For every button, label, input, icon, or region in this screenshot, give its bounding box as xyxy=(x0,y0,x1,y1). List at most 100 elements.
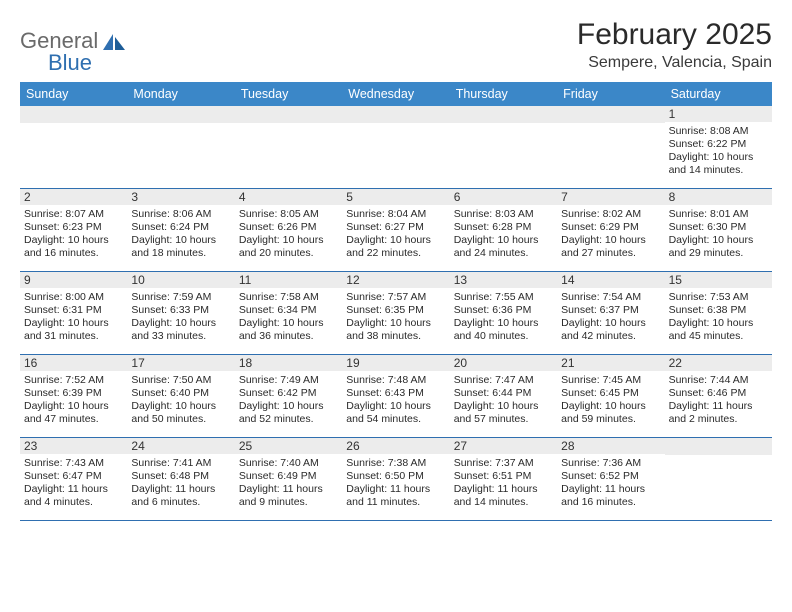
day-number-band: 19 xyxy=(342,355,449,371)
day-detail-line: Sunrise: 7:41 AM xyxy=(131,457,230,470)
day-detail-line: and 11 minutes. xyxy=(346,496,445,509)
day-number-band: 6 xyxy=(450,189,557,205)
day-number-band: 17 xyxy=(127,355,234,371)
day-detail-line: Daylight: 11 hours xyxy=(131,483,230,496)
day-detail-line: Sunrise: 7:37 AM xyxy=(454,457,553,470)
day-cell: 20Sunrise: 7:47 AMSunset: 6:44 PMDayligh… xyxy=(450,355,557,437)
day-cell xyxy=(127,106,234,188)
day-number-band: 1 xyxy=(665,106,772,122)
day-number: 13 xyxy=(454,273,553,287)
day-detail-line: and 57 minutes. xyxy=(454,413,553,426)
day-detail-line: Daylight: 10 hours xyxy=(24,400,123,413)
day-number: 25 xyxy=(239,439,338,453)
day-cell: 7Sunrise: 8:02 AMSunset: 6:29 PMDaylight… xyxy=(557,189,664,271)
day-number-band: 28 xyxy=(557,438,664,454)
day-number-band: 4 xyxy=(235,189,342,205)
day-number: 3 xyxy=(131,190,230,204)
day-number-band: 15 xyxy=(665,272,772,288)
day-number-band: 10 xyxy=(127,272,234,288)
day-detail-line: Sunrise: 7:47 AM xyxy=(454,374,553,387)
day-detail-line: and 4 minutes. xyxy=(24,496,123,509)
day-detail-line: Sunset: 6:24 PM xyxy=(131,221,230,234)
day-number-band: 13 xyxy=(450,272,557,288)
brand-sail-icon xyxy=(101,32,127,52)
day-detail-line: Daylight: 11 hours xyxy=(454,483,553,496)
day-detail-line: Daylight: 10 hours xyxy=(561,234,660,247)
day-cell: 15Sunrise: 7:53 AMSunset: 6:38 PMDayligh… xyxy=(665,272,772,354)
empty-day-band xyxy=(235,106,342,123)
day-detail-line: Sunset: 6:28 PM xyxy=(454,221,553,234)
day-number-band: 5 xyxy=(342,189,449,205)
day-detail-line: and 16 minutes. xyxy=(561,496,660,509)
day-number-band: 22 xyxy=(665,355,772,371)
day-cell: 17Sunrise: 7:50 AMSunset: 6:40 PMDayligh… xyxy=(127,355,234,437)
day-number: 2 xyxy=(24,190,123,204)
day-cell: 21Sunrise: 7:45 AMSunset: 6:45 PMDayligh… xyxy=(557,355,664,437)
day-header-cell: Monday xyxy=(127,82,234,106)
day-number: 28 xyxy=(561,439,660,453)
day-detail-line: Sunrise: 8:05 AM xyxy=(239,208,338,221)
day-number: 22 xyxy=(669,356,768,370)
day-number: 4 xyxy=(239,190,338,204)
day-cell: 9Sunrise: 8:00 AMSunset: 6:31 PMDaylight… xyxy=(20,272,127,354)
day-cell: 4Sunrise: 8:05 AMSunset: 6:26 PMDaylight… xyxy=(235,189,342,271)
day-detail-line: Sunset: 6:31 PM xyxy=(24,304,123,317)
day-cell: 12Sunrise: 7:57 AMSunset: 6:35 PMDayligh… xyxy=(342,272,449,354)
day-number: 9 xyxy=(24,273,123,287)
day-number-band: 18 xyxy=(235,355,342,371)
day-detail-line: Sunrise: 7:57 AM xyxy=(346,291,445,304)
day-number-band: 9 xyxy=(20,272,127,288)
day-detail-line: Daylight: 11 hours xyxy=(239,483,338,496)
day-detail-line: Daylight: 10 hours xyxy=(131,234,230,247)
day-detail-line: Sunset: 6:50 PM xyxy=(346,470,445,483)
day-detail-line: Daylight: 10 hours xyxy=(239,400,338,413)
day-cell: 18Sunrise: 7:49 AMSunset: 6:42 PMDayligh… xyxy=(235,355,342,437)
day-number-band: 24 xyxy=(127,438,234,454)
empty-day-band xyxy=(20,106,127,123)
day-number: 26 xyxy=(346,439,445,453)
empty-day-band xyxy=(557,106,664,123)
week-row: 1Sunrise: 8:08 AMSunset: 6:22 PMDaylight… xyxy=(20,106,772,189)
brand-text-blue: Blue xyxy=(48,50,92,76)
day-detail-line: Sunset: 6:26 PM xyxy=(239,221,338,234)
day-detail-line: Daylight: 10 hours xyxy=(131,400,230,413)
day-detail-line: Daylight: 10 hours xyxy=(24,234,123,247)
day-number-band: 25 xyxy=(235,438,342,454)
day-detail-line: Sunset: 6:40 PM xyxy=(131,387,230,400)
day-cell: 1Sunrise: 8:08 AMSunset: 6:22 PMDaylight… xyxy=(665,106,772,188)
day-detail-line: Daylight: 10 hours xyxy=(346,234,445,247)
day-detail-line: and 50 minutes. xyxy=(131,413,230,426)
day-detail-line: Sunrise: 8:00 AM xyxy=(24,291,123,304)
empty-day-band xyxy=(450,106,557,123)
day-cell: 16Sunrise: 7:52 AMSunset: 6:39 PMDayligh… xyxy=(20,355,127,437)
day-detail-line: Sunset: 6:37 PM xyxy=(561,304,660,317)
day-detail-line: Sunset: 6:33 PM xyxy=(131,304,230,317)
day-detail-line: and 27 minutes. xyxy=(561,247,660,260)
day-detail-line: and 29 minutes. xyxy=(669,247,768,260)
day-detail-line: Sunset: 6:38 PM xyxy=(669,304,768,317)
day-detail-line: Sunrise: 7:43 AM xyxy=(24,457,123,470)
day-detail-line: Sunrise: 8:02 AM xyxy=(561,208,660,221)
day-detail-line: and 20 minutes. xyxy=(239,247,338,260)
day-header-cell: Friday xyxy=(557,82,664,106)
day-number-band: 21 xyxy=(557,355,664,371)
day-number-band: 3 xyxy=(127,189,234,205)
day-cell: 23Sunrise: 7:43 AMSunset: 6:47 PMDayligh… xyxy=(20,438,127,520)
day-header-cell: Tuesday xyxy=(235,82,342,106)
day-number: 6 xyxy=(454,190,553,204)
day-detail-line: Sunset: 6:52 PM xyxy=(561,470,660,483)
day-number-band: 27 xyxy=(450,438,557,454)
day-number: 27 xyxy=(454,439,553,453)
day-number-band: 2 xyxy=(20,189,127,205)
day-detail-line: Daylight: 10 hours xyxy=(669,151,768,164)
day-number: 5 xyxy=(346,190,445,204)
day-detail-line: Sunrise: 8:07 AM xyxy=(24,208,123,221)
day-header-cell: Saturday xyxy=(665,82,772,106)
day-detail-line: Sunset: 6:42 PM xyxy=(239,387,338,400)
day-cell xyxy=(557,106,664,188)
day-cell: 13Sunrise: 7:55 AMSunset: 6:36 PMDayligh… xyxy=(450,272,557,354)
day-cell: 24Sunrise: 7:41 AMSunset: 6:48 PMDayligh… xyxy=(127,438,234,520)
day-detail-line: and 45 minutes. xyxy=(669,330,768,343)
day-detail-line: and 31 minutes. xyxy=(24,330,123,343)
day-detail-line: Sunset: 6:43 PM xyxy=(346,387,445,400)
